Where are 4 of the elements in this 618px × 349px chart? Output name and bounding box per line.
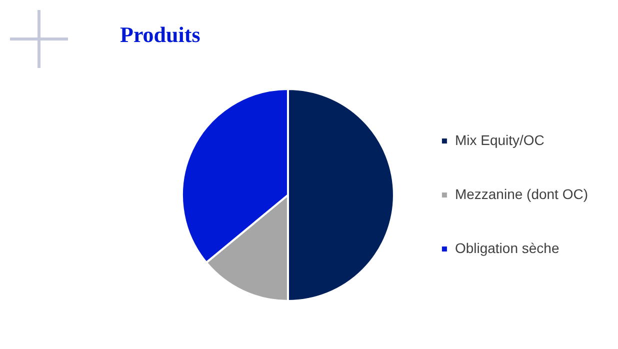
- chart-title: Produits: [120, 22, 200, 48]
- legend-label: Obligation sèche: [454, 240, 560, 256]
- legend-label: Mezzanine (dont OC): [454, 186, 588, 202]
- legend-label: Mix Equity/OC: [454, 132, 544, 148]
